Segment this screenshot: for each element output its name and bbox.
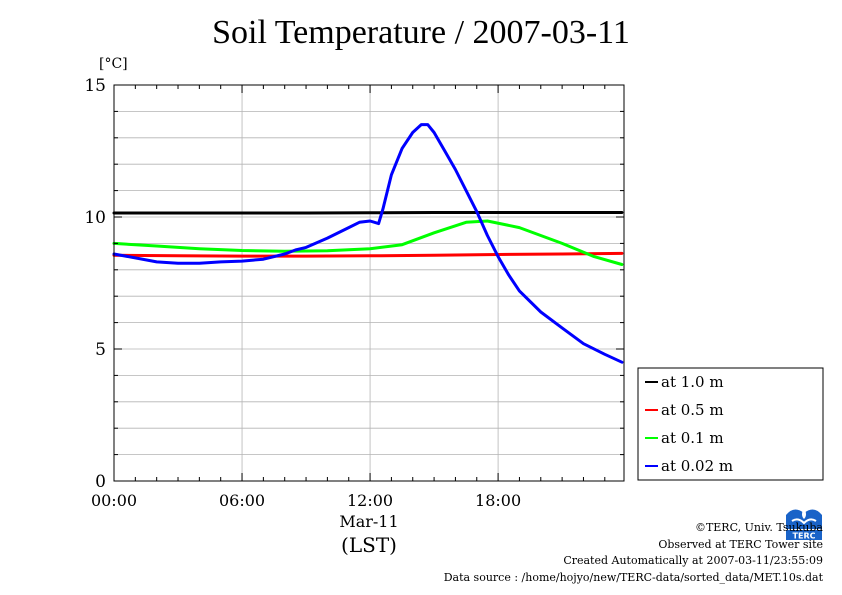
- y-tick-label: 10: [84, 208, 106, 228]
- y-tick-label: 5: [95, 340, 106, 360]
- y-axis-unit: [°C]: [99, 56, 128, 72]
- x-tick-label: 06:00: [219, 491, 265, 510]
- legend-label: at 0.02 m: [661, 457, 733, 475]
- x-axis-label: (LST): [341, 533, 397, 557]
- legend-label: at 1.0 m: [661, 373, 724, 391]
- series-line-at-1-0-m: [112, 211, 624, 215]
- created-text: Created Automatically at 2007-03-11/23:5…: [563, 554, 823, 567]
- legend-label: at 0.1 m: [661, 429, 724, 447]
- series-line-at-0-1-m: [112, 219, 624, 266]
- x-axis-date-label: Mar-11: [339, 512, 398, 531]
- y-tick-label: 15: [84, 76, 106, 96]
- x-tick-label: 12:00: [347, 491, 393, 510]
- y-tick-label: 0: [95, 472, 106, 492]
- plot-frame: [113, 84, 625, 482]
- terc-logo-text: TERC: [793, 532, 816, 541]
- legend: at 1.0 m at 0.5 m at 0.1 m at 0.02 m: [637, 367, 824, 481]
- x-tick-label: 18:00: [475, 491, 521, 510]
- axes: 0 5 10 15 00:00 06:00 12:00 18:00: [84, 76, 624, 510]
- chart-title: Soil Temperature / 2007-03-11: [212, 14, 630, 51]
- grid-lines: [114, 85, 624, 481]
- x-tick-label: 00:00: [91, 491, 137, 510]
- series-layer: [112, 123, 624, 364]
- data-source-text: Data source : /home/hojyo/new/TERC-data/…: [443, 570, 823, 584]
- terc-logo: TERC: [784, 503, 824, 541]
- legend-box: [637, 367, 824, 481]
- series-line-at-0-5-m: [112, 251, 624, 258]
- legend-label: at 0.5 m: [661, 401, 724, 419]
- copyright-text: ©TERC, Univ. Tsukuba: [694, 521, 823, 534]
- credits-block: ©TERC, Univ. Tsukuba Observed at TERC To…: [444, 520, 823, 586]
- observed-text: Observed at TERC Tower site: [658, 537, 823, 551]
- series-line-at-0-02-m: [112, 123, 624, 364]
